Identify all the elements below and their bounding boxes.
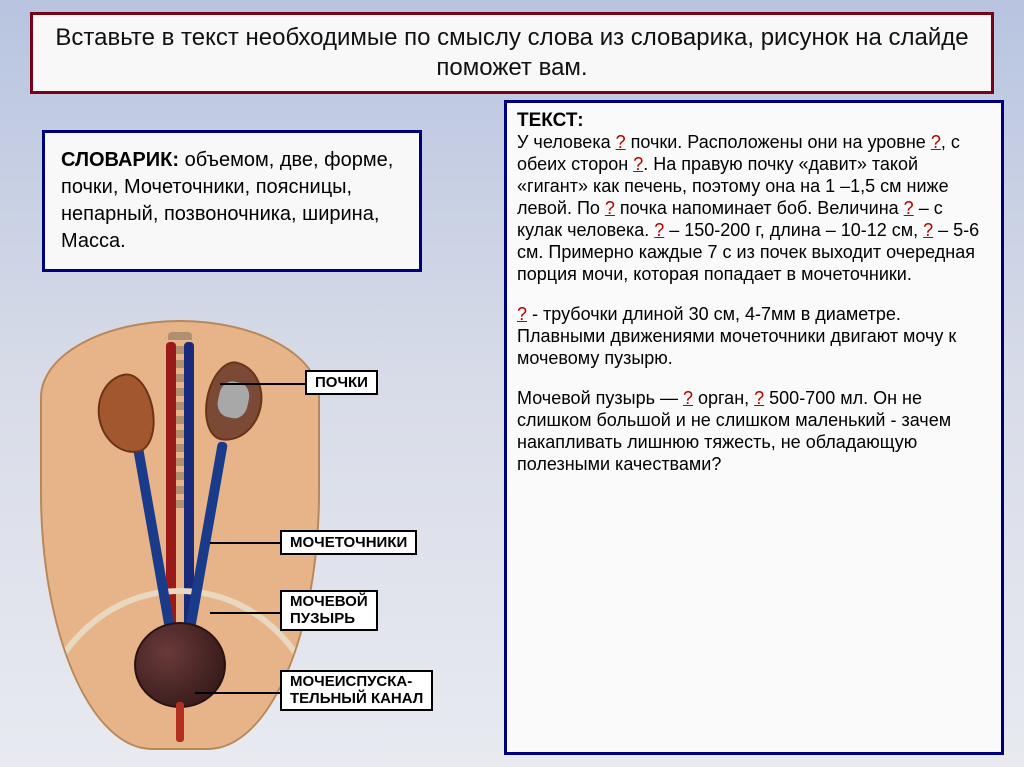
label-bladder: МОЧЕВОЙ ПУЗЫРЬ bbox=[280, 590, 378, 631]
title-text: Вставьте в текст необходимые по смыслу с… bbox=[53, 23, 971, 83]
label-kidney: ПОЧКИ bbox=[305, 370, 378, 395]
bladder-shape bbox=[134, 622, 226, 708]
text-para-3: Мочевой пузырь — ? орган, ? 500-700 мл. … bbox=[517, 388, 991, 454]
urethra-shape bbox=[176, 702, 184, 742]
label-urethra: МОЧЕИСПУСКА- ТЕЛЬНЫЙ КАНАЛ bbox=[280, 670, 433, 711]
kidney-right-shape bbox=[198, 357, 269, 447]
vocab-header: СЛОВАРИК: bbox=[61, 149, 179, 171]
leader-line bbox=[210, 542, 280, 544]
text-para-4: полезными качествами? bbox=[517, 454, 991, 476]
leader-line bbox=[195, 692, 280, 694]
text-header: ТЕКСТ: bbox=[517, 109, 991, 132]
vocab-text: СЛОВАРИК: объемом, две, форме, почки, Мо… bbox=[61, 147, 403, 255]
kidney-left-shape bbox=[91, 370, 160, 459]
text-box: ТЕКСТ: У человека ? почки. Расположены о… bbox=[504, 100, 1004, 755]
vocabulary-box: СЛОВАРИК: объемом, две, форме, почки, Мо… bbox=[42, 130, 422, 272]
text-para-2: ? - трубочки длиной 30 см, 4-7мм в диаме… bbox=[517, 304, 991, 370]
title-box: Вставьте в текст необходимые по смыслу с… bbox=[30, 12, 994, 94]
leader-line bbox=[210, 612, 280, 614]
text-para-1: У человека ? почки. Расположены они на у… bbox=[517, 132, 991, 286]
label-ureter: МОЧЕТОЧНИКИ bbox=[280, 530, 417, 555]
leader-line bbox=[220, 383, 305, 385]
